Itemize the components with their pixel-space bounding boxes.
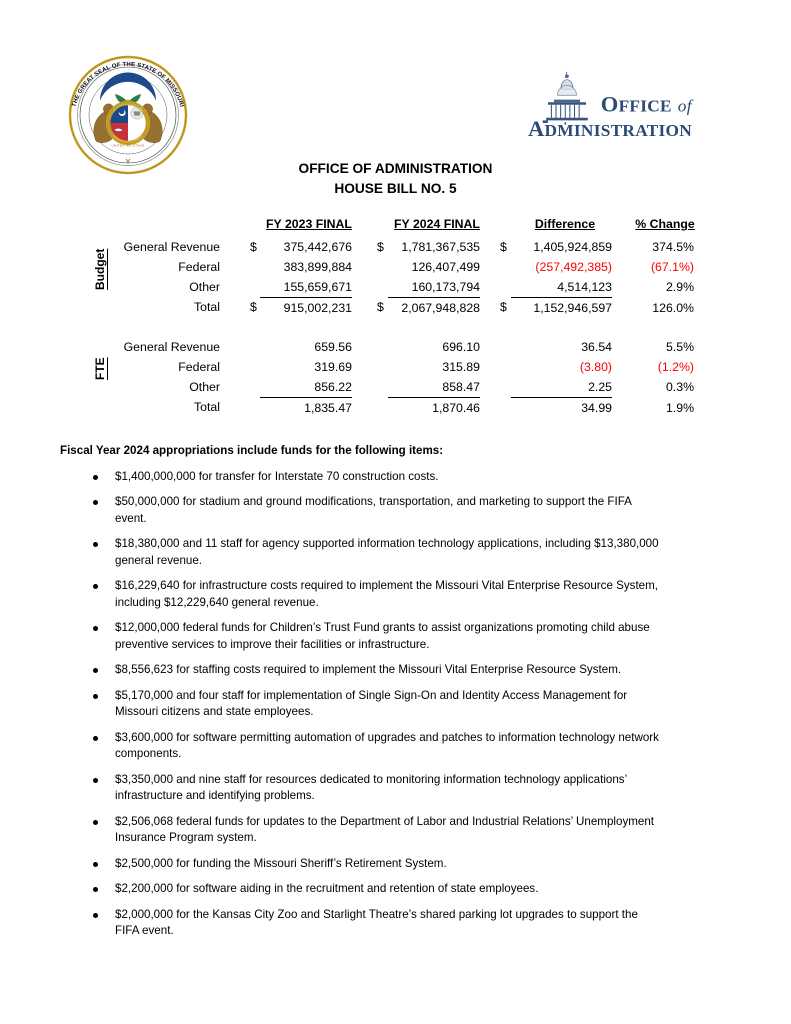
svg-text:OFFICE of: OFFICE of (601, 92, 694, 117)
svg-text:UNITED WE STAND: UNITED WE STAND (112, 144, 145, 148)
